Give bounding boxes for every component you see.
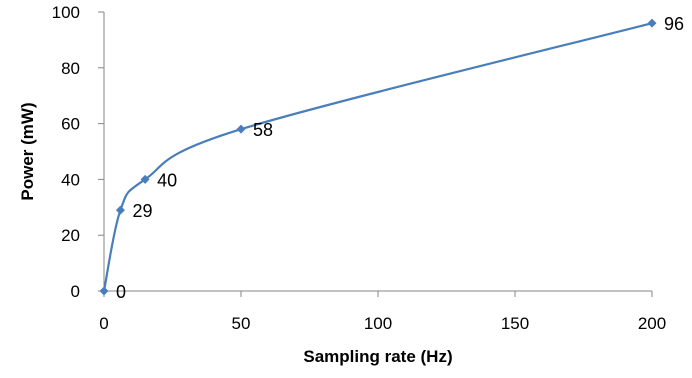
data-point-marker [140,174,150,184]
y-tick-label: 80 [61,59,80,78]
data-point-label: 0 [116,282,126,302]
data-point-marker [99,286,109,296]
data-point-marker [236,124,246,134]
y-ticks: 0 20 40 60 80 100 [52,3,104,301]
x-tick-label: 150 [501,314,529,333]
data-point-label: 96 [664,14,684,34]
data-point-label: 40 [157,170,177,190]
x-tick-label: 50 [232,314,251,333]
data-point-marker [647,18,657,28]
y-tick-label: 0 [71,282,80,301]
data-point-marker [115,205,125,215]
data-point-label: 58 [253,120,273,140]
x-axis-title: Sampling rate (Hz) [303,347,452,366]
y-tick-label: 60 [61,115,80,134]
x-tick-label: 100 [364,314,392,333]
y-tick-label: 40 [61,170,80,189]
y-tick-label: 100 [52,3,80,22]
x-ticks: 0 50 100 150 200 [99,291,666,333]
data-point-label: 29 [132,201,152,221]
axes [103,12,652,292]
data-markers [99,18,657,296]
x-tick-label: 0 [99,314,108,333]
x-tick-label: 200 [638,314,666,333]
y-tick-label: 20 [61,226,80,245]
series-line [102,22,653,292]
y-axis-title: Power (mW) [18,102,37,200]
